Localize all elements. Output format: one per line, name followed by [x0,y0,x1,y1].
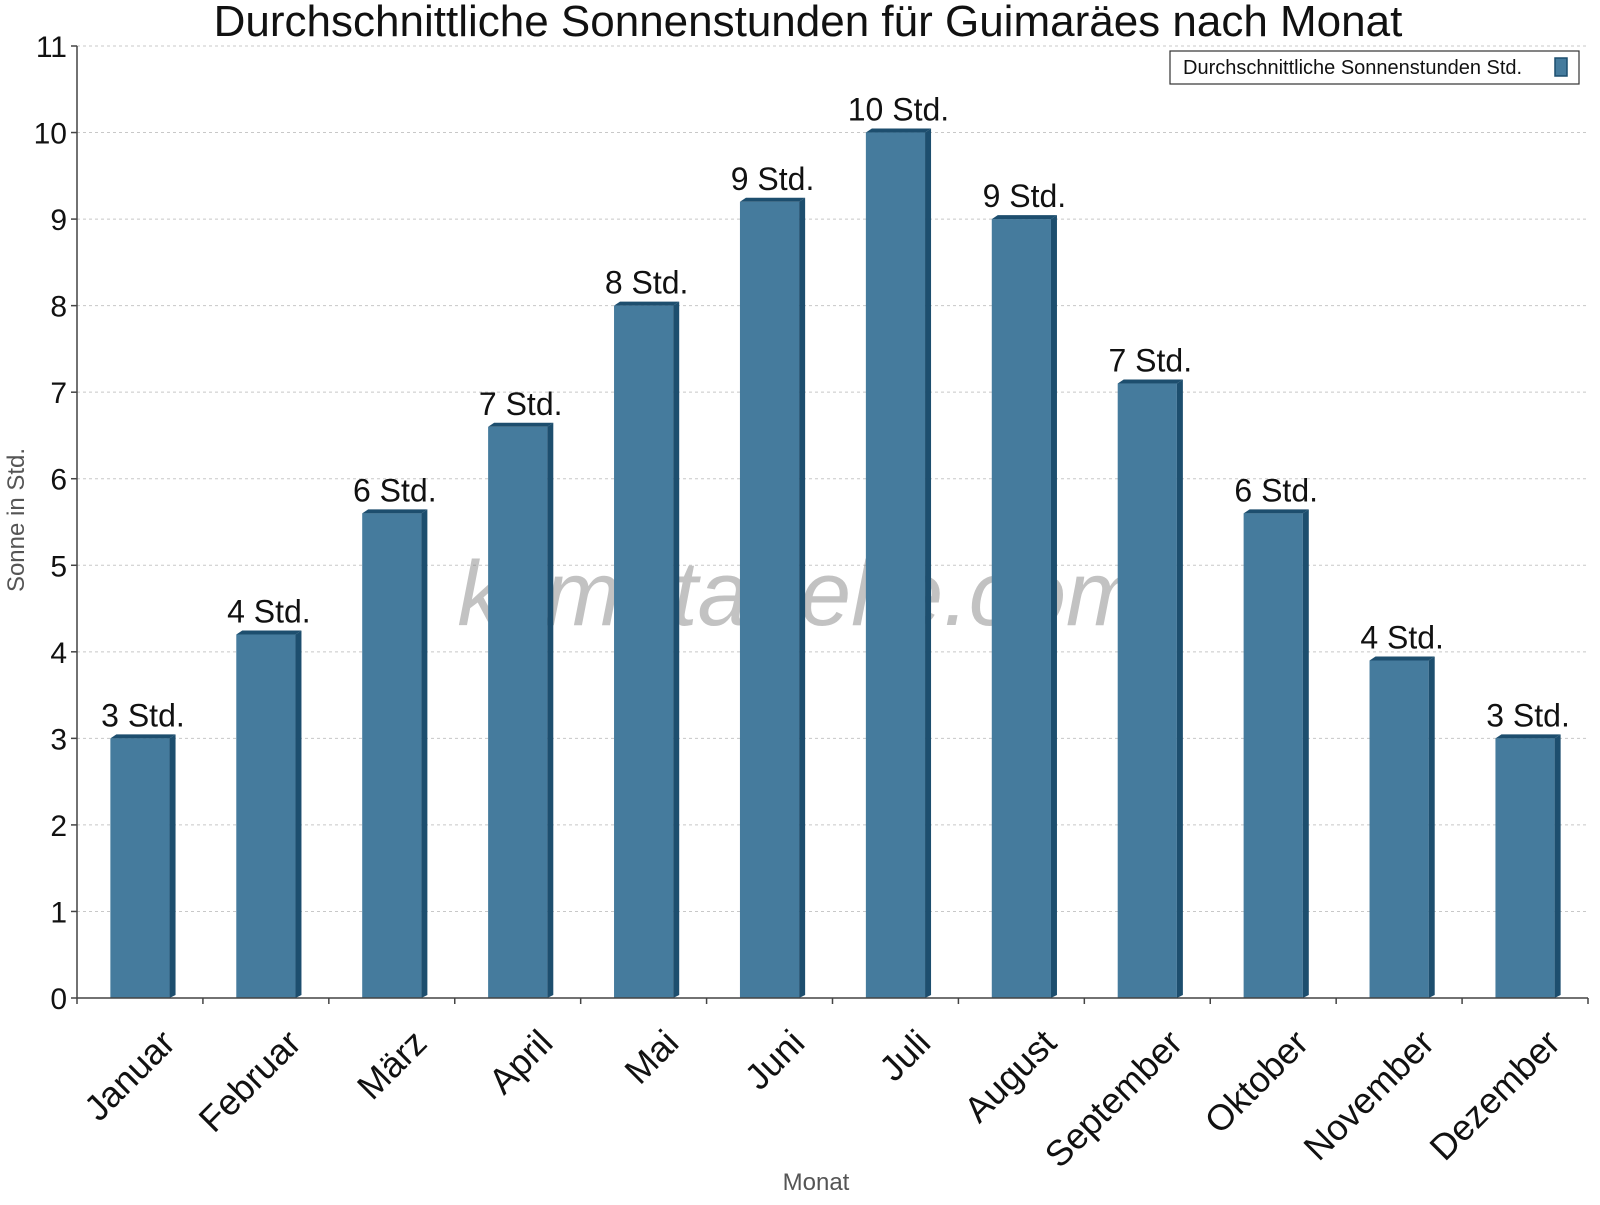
bar [991,215,1057,998]
y-tick-label: 3 [50,723,67,756]
bar-side [1050,215,1057,998]
x-tick-label: April [481,1022,561,1102]
x-tick-label: Februar [190,1022,308,1140]
y-tick-label: 4 [50,637,67,670]
x-tick-label: September [1037,1022,1191,1176]
bar-front [1369,660,1429,998]
bar-top [110,734,176,739]
bar-side [1302,509,1309,998]
data-label: 3 Std. [101,697,185,733]
bar-side [1428,656,1435,998]
bars-layer [110,128,1561,999]
bar-top [1369,656,1435,661]
bar [488,422,554,998]
x-tick-label: Juni [737,1022,813,1098]
bar-top [1495,734,1561,739]
x-tick-label: November [1295,1022,1441,1168]
y-tick-label: 0 [50,983,67,1016]
bar-top [488,422,554,427]
y-tick-label: 10 [34,118,67,151]
y-tick-label: 6 [50,464,67,497]
legend-swatch [1554,57,1568,77]
bar-side [799,197,806,999]
bar-side [547,422,554,998]
data-label: 8 Std. [605,265,689,301]
bar-top [865,128,932,133]
bar-side [295,630,302,998]
bar [362,509,428,998]
data-label: 7 Std. [479,386,563,422]
bar [614,301,680,998]
bar-front [865,132,926,998]
y-tick-label: 11 [36,31,67,64]
y-tick-label: 8 [50,291,67,324]
bar-front [110,738,170,998]
bar-top [991,215,1057,220]
axes-layer: 0 1 2 3 4 5 6 7 8 9 10 11 [34,31,1589,1016]
x-tick-label: Oktober [1196,1022,1316,1142]
x-tick-label: Juli [871,1022,938,1089]
bar-side [673,301,680,998]
y-tick-label: 2 [50,810,67,843]
data-label: 6 Std. [1234,472,1318,508]
bar-front [739,201,800,999]
bar [236,630,302,998]
grid-layer [77,45,1588,912]
bar-side [1176,379,1183,998]
x-axis-title: Monat [783,1169,850,1196]
bar-side [169,734,176,998]
bar-top [739,197,806,202]
bar-side [421,509,428,998]
bar [110,734,176,998]
bar-front [488,426,548,998]
bar-front [362,513,422,998]
bar-front [1495,738,1555,998]
legend: Durchschnittliche Sonnenstunden Std. [1169,50,1580,85]
bar-front [991,219,1051,998]
bar-top [1243,509,1309,514]
bar [865,128,932,998]
y-tick-label: 5 [50,550,67,583]
y-tick-label: 9 [50,204,67,237]
y-axis-title: Sonne in Std. [3,448,30,592]
data-label: 9 Std. [983,178,1067,214]
x-tick-label: August [956,1022,1064,1130]
x-tick-label: Dezember [1421,1022,1567,1168]
bar-top [614,301,680,306]
bar-side [925,128,932,998]
x-tick-label: Mai [616,1022,686,1092]
bar-front [236,634,296,998]
legend-label: Durchschnittliche Sonnenstunden Std. [1183,57,1522,79]
data-label: 4 Std. [227,594,311,630]
bar [1243,509,1309,998]
data-label: 10 Std. [848,92,949,128]
y-tick-label: 1 [50,896,67,929]
bar [1369,656,1435,998]
data-label: 4 Std. [1360,619,1444,655]
data-label: 3 Std. [1486,697,1570,733]
x-tick-label: März [349,1022,435,1108]
bar [1495,734,1561,998]
bar-front [614,305,674,998]
data-label: 9 Std. [731,161,815,197]
bar-top [1117,379,1183,384]
y-tick-label: 7 [50,377,67,410]
legend-box [1169,50,1580,85]
chart-title: Durchschnittliche Sonnenstunden für Guim… [214,0,1403,46]
bar-front [1117,383,1177,998]
bar [1117,379,1183,998]
bar [739,197,806,999]
bar-side [1554,734,1561,998]
x-tick-label: Januar [76,1022,183,1129]
data-label: 6 Std. [353,472,437,508]
bar-top [362,509,428,514]
bar-front [1243,513,1303,998]
data-label: 7 Std. [1108,343,1192,379]
bar-top [236,630,302,635]
